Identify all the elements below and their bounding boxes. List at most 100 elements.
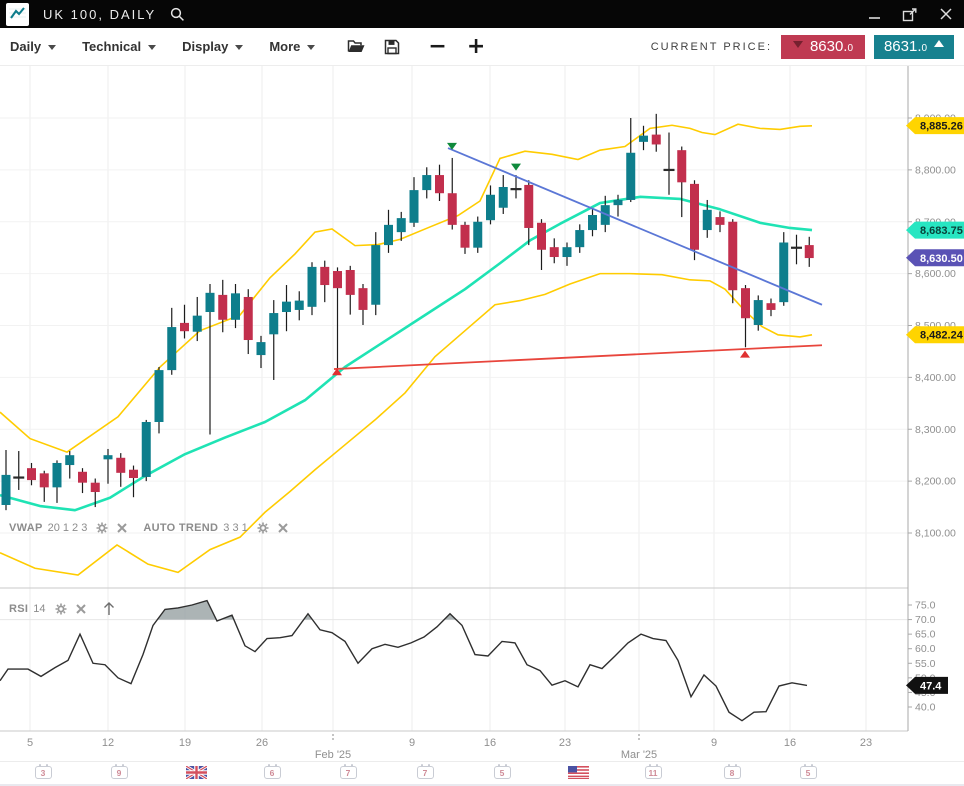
menu-display-label: Display: [182, 39, 229, 54]
close-button[interactable]: [938, 6, 954, 22]
candle-body: [486, 194, 495, 221]
candle-body: [702, 209, 712, 231]
calendar-event-icon[interactable]: 7: [414, 763, 436, 782]
overlay-indicator-row: VWAP 20 1 2 3 AUTO TREND 3 3 1: [9, 522, 288, 534]
vwap-remove-icon[interactable]: [117, 523, 128, 533]
candle-body: [804, 245, 814, 259]
price-chart[interactable]: 8,900.008,800.008,700.008,600.008,500.00…: [0, 66, 964, 784]
candle-body: [371, 245, 381, 305]
flag-uk-icon[interactable]: [185, 766, 207, 782]
candle-body: [575, 230, 585, 248]
candle-body: [600, 205, 610, 225]
price-axis-label: 8,600.00: [915, 268, 956, 280]
calendar-event-icon[interactable]: 5: [491, 763, 513, 782]
date-axis-label: 9: [409, 737, 415, 749]
candle-body: [231, 293, 240, 320]
upper-band-line: [0, 123, 813, 453]
flag-us-icon[interactable]: [567, 766, 589, 782]
candle-body: [510, 188, 522, 191]
candle-body: [333, 271, 342, 289]
calendar-event-icon[interactable]: 11: [642, 763, 664, 782]
date-axis-label: 9: [711, 737, 717, 749]
candle-body: [396, 218, 406, 233]
svg-text:8,630.50: 8,630.50: [920, 253, 963, 265]
rsi-axis-label: 60.0: [915, 643, 936, 655]
menu-more[interactable]: More: [269, 39, 316, 54]
svg-text:47.4: 47.4: [920, 680, 942, 692]
rsi-axis-label: 55.0: [915, 658, 936, 670]
date-axis-label: 23: [559, 737, 571, 749]
calendar-event-icon[interactable]: 8: [721, 763, 743, 782]
svg-text:8,683.75: 8,683.75: [920, 225, 963, 237]
calendar-event-icon[interactable]: 9: [108, 763, 130, 782]
candle-body: [498, 186, 508, 208]
vwap-settings-gear-icon[interactable]: [96, 522, 108, 534]
calendar-event-icon[interactable]: 5: [797, 763, 819, 782]
resistance-trendline[interactable]: [447, 147, 823, 306]
chart-area[interactable]: 8,900.008,800.008,700.008,600.008,500.00…: [0, 66, 964, 784]
vwap-indicator-label: VWAP: [9, 522, 43, 534]
candle-body: [651, 134, 661, 145]
svg-text:8,482.24: 8,482.24: [920, 330, 964, 342]
rsi-remove-icon[interactable]: [75, 603, 86, 614]
zoom-in-button[interactable]: +: [466, 33, 486, 59]
candle-body: [345, 269, 355, 295]
menu-daily[interactable]: Daily: [10, 39, 57, 54]
lower-band-line: [0, 272, 813, 576]
trend-signal-marker-icon: [447, 142, 457, 150]
rsi-move-up-icon[interactable]: [102, 601, 116, 616]
current-price-label: CURRENT PRICE:: [650, 40, 772, 53]
candle-body: [192, 315, 202, 332]
open-layout-button[interactable]: [347, 39, 366, 54]
toolbar: Daily Technical Display More − + CURRENT…: [0, 28, 964, 66]
candle-body: [663, 168, 675, 172]
rsi-settings-gear-icon[interactable]: [55, 603, 67, 615]
rsi-indicator-label: RSI: [9, 602, 29, 615]
autotrend-indicator-label: AUTO TREND: [143, 522, 219, 534]
candle-body: [728, 221, 738, 291]
candle-body: [90, 482, 100, 493]
candle-body: [779, 242, 789, 303]
candle-body: [78, 471, 87, 483]
date-axis-label: 16: [784, 737, 796, 749]
zoom-out-button[interactable]: −: [428, 33, 447, 59]
titlebar: UK 100, DAILY: [0, 0, 964, 28]
gridlines: [0, 66, 908, 740]
minimize-button[interactable]: [866, 6, 882, 22]
chevron-down-icon: [235, 45, 244, 50]
candle-body: [639, 135, 648, 142]
candle-body: [677, 150, 687, 183]
save-layout-button[interactable]: [384, 39, 400, 55]
menu-technical[interactable]: Technical: [82, 39, 157, 54]
buy-price-button[interactable]: 8631. 0: [874, 34, 954, 59]
chevron-down-icon: [307, 45, 316, 50]
price-axis-label: 8,100.00: [915, 528, 956, 540]
event-row-divider: [0, 761, 964, 762]
candle-body: [447, 193, 457, 225]
calendar-event-icon[interactable]: 7: [337, 763, 359, 782]
price-axis-label: 8,800.00: [915, 164, 956, 176]
menu-display[interactable]: Display: [182, 39, 244, 54]
sell-price-button[interactable]: 8630. 0: [781, 34, 865, 59]
candle-body: [715, 217, 725, 225]
candle-body: [690, 183, 699, 250]
window-title: UK 100, DAILY: [43, 6, 157, 22]
autotrend-remove-icon[interactable]: [278, 523, 288, 533]
autotrend-settings-gear-icon[interactable]: [257, 522, 269, 534]
calendar-event-icon[interactable]: 3: [32, 763, 54, 782]
menu-more-label: More: [269, 39, 301, 54]
popout-button[interactable]: [902, 6, 918, 22]
date-axis-label: 19: [179, 737, 191, 749]
trend-signal-marker-icon: [511, 163, 521, 171]
rsi-axis-label: 65.0: [915, 629, 936, 641]
candle-body: [1, 474, 11, 505]
search-icon[interactable]: [170, 7, 185, 22]
price-tag: 8,885.26: [906, 117, 964, 135]
sell-price-minor: 0: [847, 43, 854, 54]
support-trendline[interactable]: [333, 344, 823, 370]
date-axis-label: Feb '25: [315, 749, 351, 761]
rsi-axis-label: 75.0: [915, 600, 936, 612]
date-axis-label: Mar '25: [621, 749, 657, 761]
calendar-event-icon[interactable]: 6: [261, 763, 283, 782]
